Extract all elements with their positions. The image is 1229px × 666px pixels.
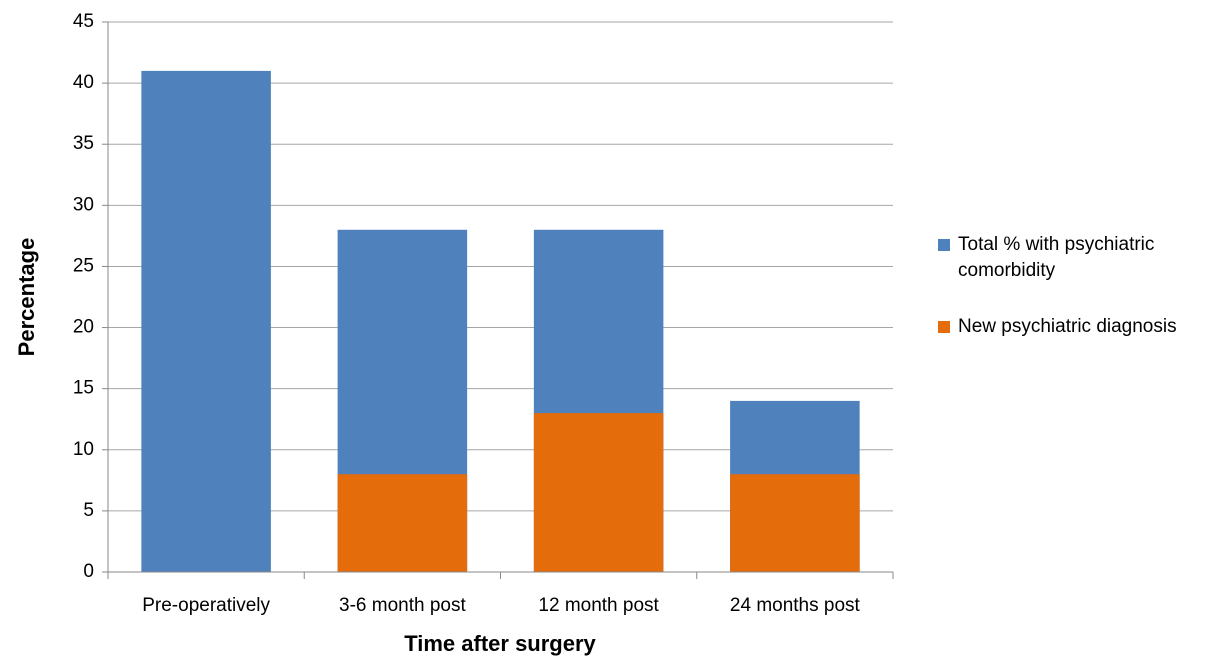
y-tick-label: 30: [73, 194, 94, 215]
legend-label: Total % with psychiatric comorbidity: [958, 234, 1155, 281]
y-tick-label: 40: [73, 72, 94, 93]
y-tick-label: 20: [73, 317, 94, 338]
x-tick-label: 24 months post: [730, 595, 861, 616]
x-tick-label: Pre-operatively: [142, 595, 270, 616]
legend-item: New psychiatric diagnosis: [938, 314, 1228, 340]
x-tick-label: 3-6 month post: [339, 595, 466, 616]
y-tick-label: 45: [73, 11, 94, 32]
legend-label: New psychiatric diagnosis: [958, 316, 1177, 337]
bar: [730, 474, 860, 572]
legend: Total % with psychiatric comorbidity New …: [938, 232, 1228, 370]
legend-item: Total % with psychiatric comorbidity: [938, 232, 1228, 284]
y-tick-label: 35: [73, 133, 94, 154]
y-tick-label: 5: [83, 500, 94, 521]
bar: [141, 70, 271, 572]
y-axis-label: Percentage: [14, 238, 39, 357]
legend-swatch: [938, 239, 950, 251]
bar: [533, 413, 664, 572]
legend-swatch: [938, 321, 950, 333]
y-tick-label: 25: [73, 255, 94, 276]
y-tick-label: 0: [83, 561, 94, 582]
x-axis-label: Time after surgery: [404, 631, 596, 656]
bar: [337, 474, 468, 572]
y-tick-label: 10: [73, 439, 94, 460]
x-tick-label: 12 month post: [538, 595, 659, 616]
y-tick-label: 15: [73, 378, 94, 399]
